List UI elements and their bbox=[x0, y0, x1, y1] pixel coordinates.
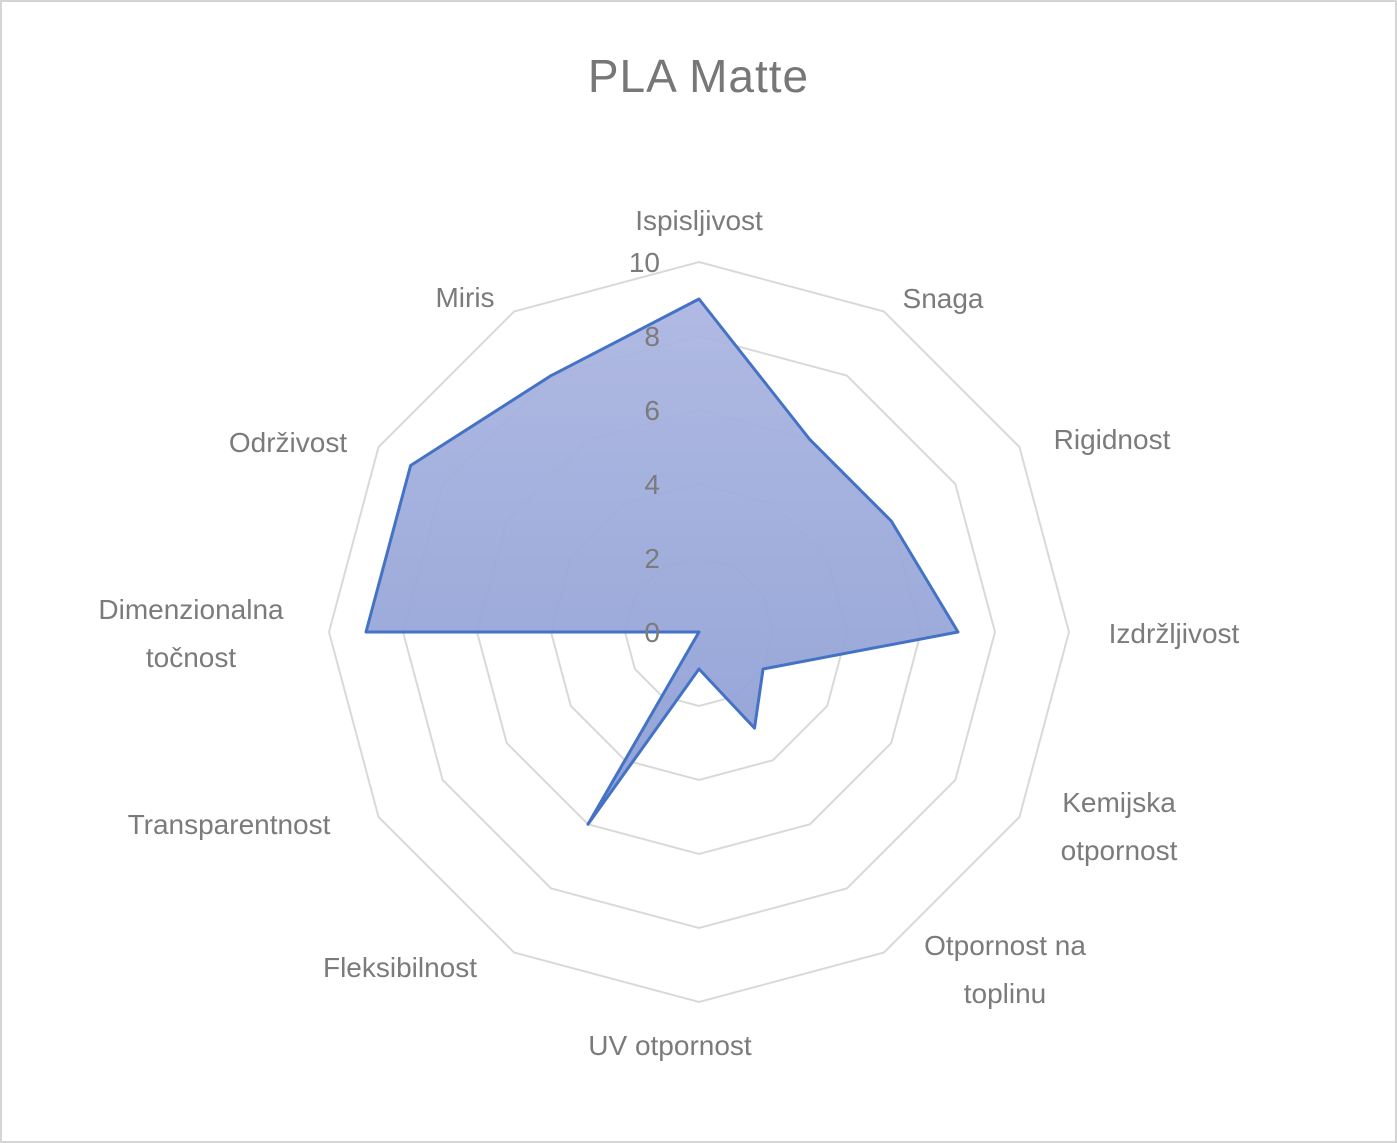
tick-label: 10 bbox=[629, 247, 660, 278]
tick-label: 2 bbox=[644, 543, 660, 574]
category-label: Miris bbox=[435, 282, 494, 313]
category-label: Izdržljivost bbox=[1109, 618, 1240, 649]
tick-label: 6 bbox=[644, 395, 660, 426]
category-label: Kemijska otpornost bbox=[1061, 787, 1178, 866]
category-label: Rigidnost bbox=[1054, 424, 1171, 455]
category-label: Dimenzionalna točnost bbox=[98, 594, 284, 673]
category-label: Ispisljivost bbox=[635, 205, 763, 236]
category-label: Otpornost na toplinu bbox=[924, 930, 1086, 1009]
data-polygon bbox=[364, 297, 960, 826]
chart-title: PLA Matte bbox=[587, 50, 810, 102]
category-label: Transparentnost bbox=[128, 809, 331, 840]
tick-label: 8 bbox=[644, 321, 660, 352]
tick-label: 4 bbox=[644, 469, 660, 500]
category-label: Fleksibilnost bbox=[323, 952, 477, 983]
tick-label: 0 bbox=[644, 617, 660, 648]
category-label: UV otpornost bbox=[588, 1030, 752, 1061]
category-label: Snaga bbox=[903, 283, 984, 314]
category-label: Održivost bbox=[229, 427, 347, 458]
grid-ring bbox=[327, 260, 1071, 1004]
